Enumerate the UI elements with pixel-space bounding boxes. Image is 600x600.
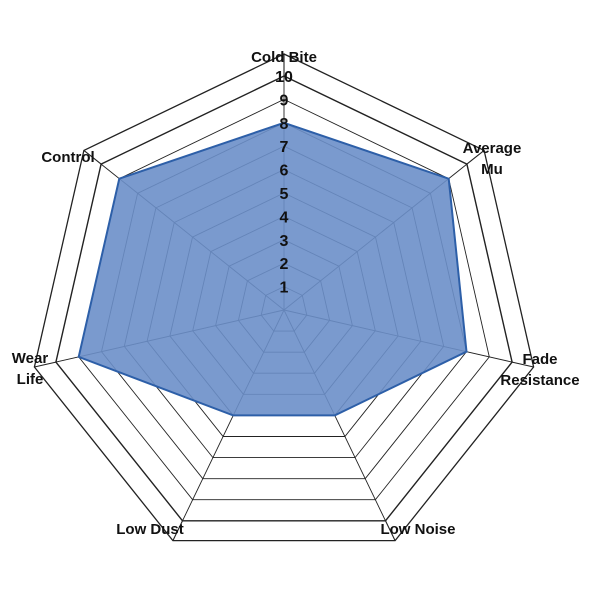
axis-label-line: Low Dust <box>116 521 184 538</box>
axis-label-line: Low Noise <box>380 521 455 538</box>
axis-label: Low Dust <box>116 521 184 538</box>
axis-label-line: Fade <box>522 351 557 368</box>
axis-label-line: Life <box>17 371 44 388</box>
grid-ring <box>55 75 513 522</box>
frame-connector <box>385 520 396 541</box>
data-polygon <box>77 121 468 417</box>
tick-label: 6 <box>280 163 289 180</box>
tick-label: 3 <box>280 233 289 250</box>
frame-connector <box>34 361 57 368</box>
frame-connector <box>172 520 183 541</box>
axis-label: Fade Resistance <box>500 351 579 389</box>
axis-label: Wear Life <box>12 350 49 388</box>
tick-label: 8 <box>280 116 289 133</box>
tick-label: 7 <box>280 139 289 156</box>
outer-frame <box>33 53 535 542</box>
axis-label-line: Wear <box>12 350 49 367</box>
frame-connector <box>83 149 102 165</box>
axis-labels: Cold Bite Average Mu Fade Resistance Low Nois… <box>12 49 580 538</box>
axis-label-line: Resistance <box>500 372 579 389</box>
tick-label: 9 <box>280 92 289 109</box>
frame-connector <box>511 361 534 368</box>
axis-label: Control <box>41 149 94 166</box>
axis-label-line: Control <box>41 149 94 166</box>
axis-label-line: Average <box>463 140 522 157</box>
outer-frame-ring <box>33 53 535 542</box>
tick-label: 10 <box>275 69 293 86</box>
axis-label-line: Cold Bite <box>251 49 317 66</box>
axis-label: Average Mu <box>463 140 522 178</box>
tick-label: 4 <box>280 209 289 226</box>
tick-label: 2 <box>280 256 289 273</box>
axis-label: Cold Bite <box>251 49 317 66</box>
tick-label: 1 <box>280 280 289 297</box>
axis-label: Low Noise <box>380 521 455 538</box>
tick-label: 5 <box>280 186 289 203</box>
tick-labels: 1 2 3 4 5 6 7 8 9 10 <box>275 69 293 297</box>
axis-label-line: Mu <box>481 161 503 178</box>
frame-connector <box>466 149 485 165</box>
